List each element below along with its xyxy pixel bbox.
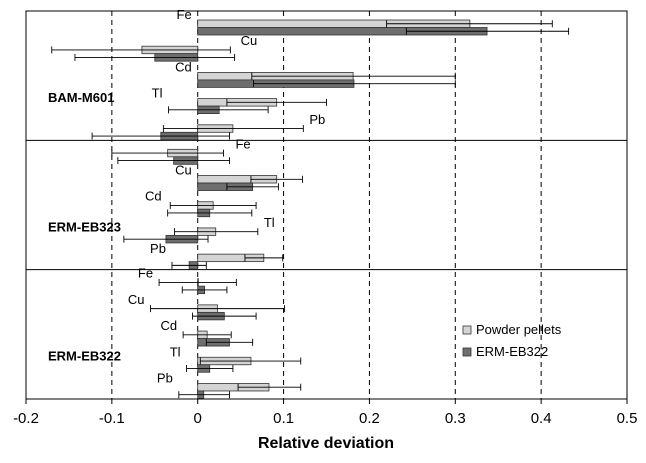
legend-label: Powder pellets	[476, 322, 562, 337]
x-tick-label: 0.2	[359, 410, 380, 427]
element-label: Pb	[150, 241, 166, 256]
group-dividers	[26, 139, 627, 271]
error-bars	[51, 20, 570, 399]
x-tick-label: 0.4	[531, 410, 552, 427]
group-label: BAM-M601	[48, 90, 114, 105]
legend: Powder pellets ERM-EB322	[462, 322, 562, 359]
element-label: Fe	[177, 7, 192, 22]
element-label: Cd	[160, 318, 177, 333]
legend-swatch	[462, 347, 472, 357]
labels: BAM-M601 Fe Cu Cd Tl Pb ERM-EB323 Fe Cu Cd Tl Pb ERM…	[48, 7, 325, 385]
x-tick-label: 0.5	[617, 410, 638, 427]
element-label: Tl	[152, 86, 163, 101]
element-label: Pb	[157, 370, 173, 385]
element-label: Cu	[175, 163, 192, 178]
group-label: ERM-EB322	[48, 349, 121, 364]
element-label: Cu	[128, 292, 145, 307]
legend-swatch	[462, 325, 472, 335]
element-label: Fe	[138, 266, 153, 281]
element-label: Fe	[235, 136, 250, 151]
element-label: Tl	[170, 344, 181, 359]
x-tick-label: -0.1	[99, 410, 125, 427]
x-axis-ticks: -0.2 -0.1 0 0.1 0.2 0.3 0.4 0.5	[13, 399, 637, 427]
group-label: ERM-EB323	[48, 219, 121, 234]
x-axis-label: Relative deviation	[258, 435, 394, 452]
element-label: Cd	[175, 59, 192, 74]
x-tick-label: -0.2	[13, 410, 39, 427]
legend-label: ERM-EB322	[476, 344, 548, 359]
element-label: Cd	[145, 189, 162, 204]
plot-frame	[25, 10, 628, 400]
bars	[141, 19, 488, 399]
element-label: Pb	[309, 112, 325, 127]
x-tick-label: 0	[194, 410, 202, 427]
element-label: Cu	[241, 33, 258, 48]
element-label: Tl	[264, 215, 275, 230]
x-tick-label: 0.3	[445, 410, 466, 427]
x-tick-label: 0.1	[273, 410, 294, 427]
